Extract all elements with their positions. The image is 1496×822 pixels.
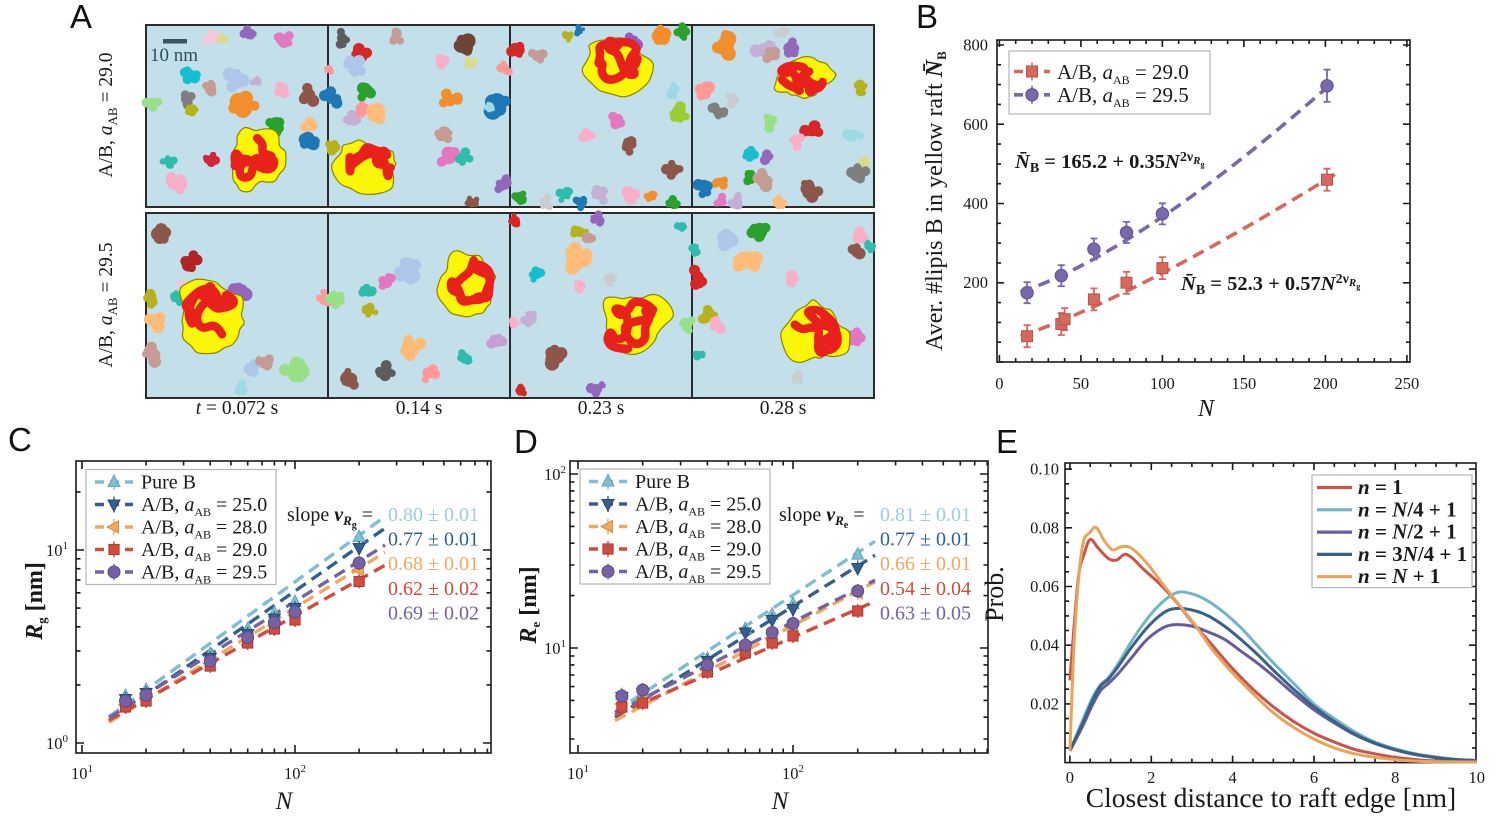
svg-text:150: 150 xyxy=(1232,374,1257,393)
svg-text:0.77 ± 0.01: 0.77 ± 0.01 xyxy=(388,529,479,551)
svg-text:100: 100 xyxy=(1150,374,1175,393)
svg-text:50: 50 xyxy=(1073,374,1090,393)
svg-text:200: 200 xyxy=(1313,374,1338,393)
svg-text:Pure B: Pure B xyxy=(141,472,196,494)
svg-text:Aver. #lipis B in yellow raft: Aver. #lipis B in yellow raft N̄B xyxy=(922,51,949,351)
svg-text:Re [nm]: Re [nm] xyxy=(516,566,543,644)
svg-text:0.63 ± 0.05: 0.63 ± 0.05 xyxy=(880,602,971,624)
svg-text:8: 8 xyxy=(1391,768,1399,787)
svg-text:800: 800 xyxy=(963,36,988,55)
svg-text:10: 10 xyxy=(1468,768,1485,787)
svg-text:0.69 ± 0.02: 0.69 ± 0.02 xyxy=(388,602,479,624)
svg-text:0.08: 0.08 xyxy=(1030,518,1059,537)
svg-text:0.62 ± 0.02: 0.62 ± 0.02 xyxy=(388,578,479,600)
svg-text:2: 2 xyxy=(1147,768,1155,787)
svg-text:400: 400 xyxy=(963,194,988,213)
svg-text:t = 0.072 s: t = 0.072 s xyxy=(196,398,279,419)
svg-text:0.02: 0.02 xyxy=(1030,694,1059,713)
svg-text:N: N xyxy=(1197,396,1216,422)
svg-text:n = N + 1: n = N + 1 xyxy=(1358,564,1440,588)
svg-text:4: 4 xyxy=(1228,768,1236,787)
svg-text:Rg [nm]: Rg [nm] xyxy=(22,562,49,641)
svg-text:0.68 ± 0.01: 0.68 ± 0.01 xyxy=(388,553,479,575)
svg-text:E: E xyxy=(996,423,1018,460)
svg-text:0.80 ± 0.01: 0.80 ± 0.01 xyxy=(388,504,479,526)
svg-text:0.10: 0.10 xyxy=(1030,460,1059,479)
svg-text:A/B, aAB = 29.0: A/B, aAB = 29.0 xyxy=(141,539,267,564)
svg-text:0.04: 0.04 xyxy=(1030,636,1059,655)
svg-text:n = 3N/4 + 1: n = 3N/4 + 1 xyxy=(1358,542,1467,566)
svg-text:n = N/4 + 1: n = N/4 + 1 xyxy=(1358,497,1457,521)
svg-text:0.77 ± 0.01: 0.77 ± 0.01 xyxy=(880,529,971,551)
svg-text:Prob.: Prob. xyxy=(980,566,1009,622)
svg-text:N̄B = 165.2 + 0.35N2νRg: N̄B = 165.2 + 0.35N2νRg xyxy=(1014,150,1204,176)
svg-text:600: 600 xyxy=(963,115,988,134)
svg-text:A/B, aAB = 29.0: A/B, aAB = 29.0 xyxy=(1057,60,1189,87)
svg-text:D: D xyxy=(514,423,538,460)
svg-text:0.54 ± 0.04: 0.54 ± 0.04 xyxy=(880,578,971,600)
svg-text:0.66 ± 0.01: 0.66 ± 0.01 xyxy=(880,553,971,575)
svg-text:N̄B = 52.3 + 0.57N2νRg: N̄B = 52.3 + 0.57N2νRg xyxy=(1180,272,1360,298)
svg-text:0: 0 xyxy=(995,374,1003,393)
svg-text:Closest distance to raft edge: Closest distance to raft edge [nm] xyxy=(1086,782,1456,813)
svg-text:0.06: 0.06 xyxy=(1030,577,1059,596)
svg-text:0.81 ± 0.01: 0.81 ± 0.01 xyxy=(880,504,971,526)
svg-text:B: B xyxy=(916,0,938,35)
svg-text:0.28 s: 0.28 s xyxy=(760,398,807,419)
svg-text:250: 250 xyxy=(1395,374,1420,393)
svg-text:A/B, aAB = 29.0: A/B, aAB = 29.0 xyxy=(635,539,761,564)
svg-text:0.14 s: 0.14 s xyxy=(396,398,443,419)
svg-text:N: N xyxy=(275,788,294,815)
svg-text:n = 1: n = 1 xyxy=(1358,475,1403,499)
svg-text:n = N/2 + 1: n = N/2 + 1 xyxy=(1358,520,1457,544)
svg-text:200: 200 xyxy=(963,273,988,292)
svg-text:N: N xyxy=(771,788,790,815)
svg-text:A: A xyxy=(70,0,92,35)
svg-text:C: C xyxy=(8,421,32,458)
svg-text:10 nm: 10 nm xyxy=(150,45,198,66)
svg-text:0.23 s: 0.23 s xyxy=(578,398,625,419)
svg-text:Pure B: Pure B xyxy=(635,471,690,493)
svg-text:6: 6 xyxy=(1310,768,1318,787)
svg-text:0: 0 xyxy=(1066,768,1074,787)
